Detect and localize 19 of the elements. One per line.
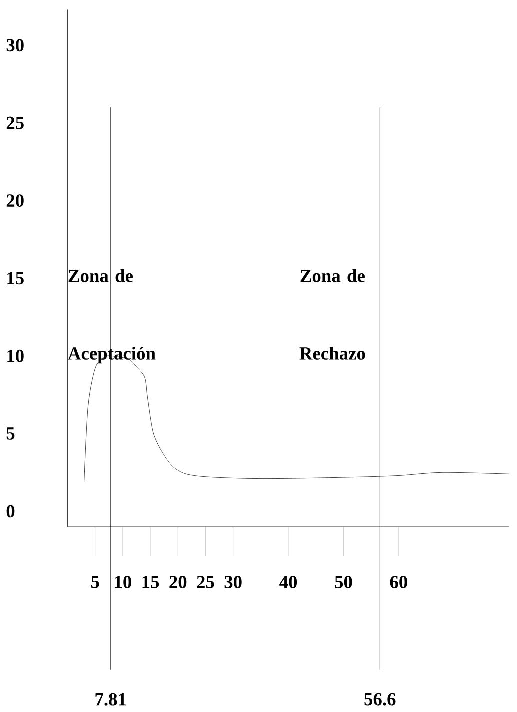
- x-tick-label: 20: [170, 576, 187, 588]
- x-tick-label: 60: [390, 576, 408, 588]
- y-tick-label: 10: [8, 350, 24, 362]
- y-tick-label: 30: [6, 39, 24, 52]
- y-tick-label: 20: [6, 194, 24, 207]
- ref-line-label: 56.6: [364, 693, 396, 706]
- x-tick-label: 25: [197, 576, 214, 588]
- x-tick-label: 40: [280, 576, 298, 588]
- x-tick-label: 10: [115, 576, 132, 588]
- x-tick-label: 50: [335, 576, 352, 588]
- y-tick-label: 25: [6, 116, 24, 130]
- x-tick-label: 30: [224, 576, 242, 588]
- x-tick-label: 5: [91, 576, 100, 588]
- y-tick-label: 15: [8, 272, 24, 285]
- text: Zona de Rechazo: [300, 269, 366, 360]
- ref-line-label: 7.81: [96, 693, 126, 706]
- y-tick-label: 0: [6, 505, 15, 518]
- x-tick-label: 15: [142, 576, 160, 588]
- y-tick-label: 5: [6, 428, 15, 440]
